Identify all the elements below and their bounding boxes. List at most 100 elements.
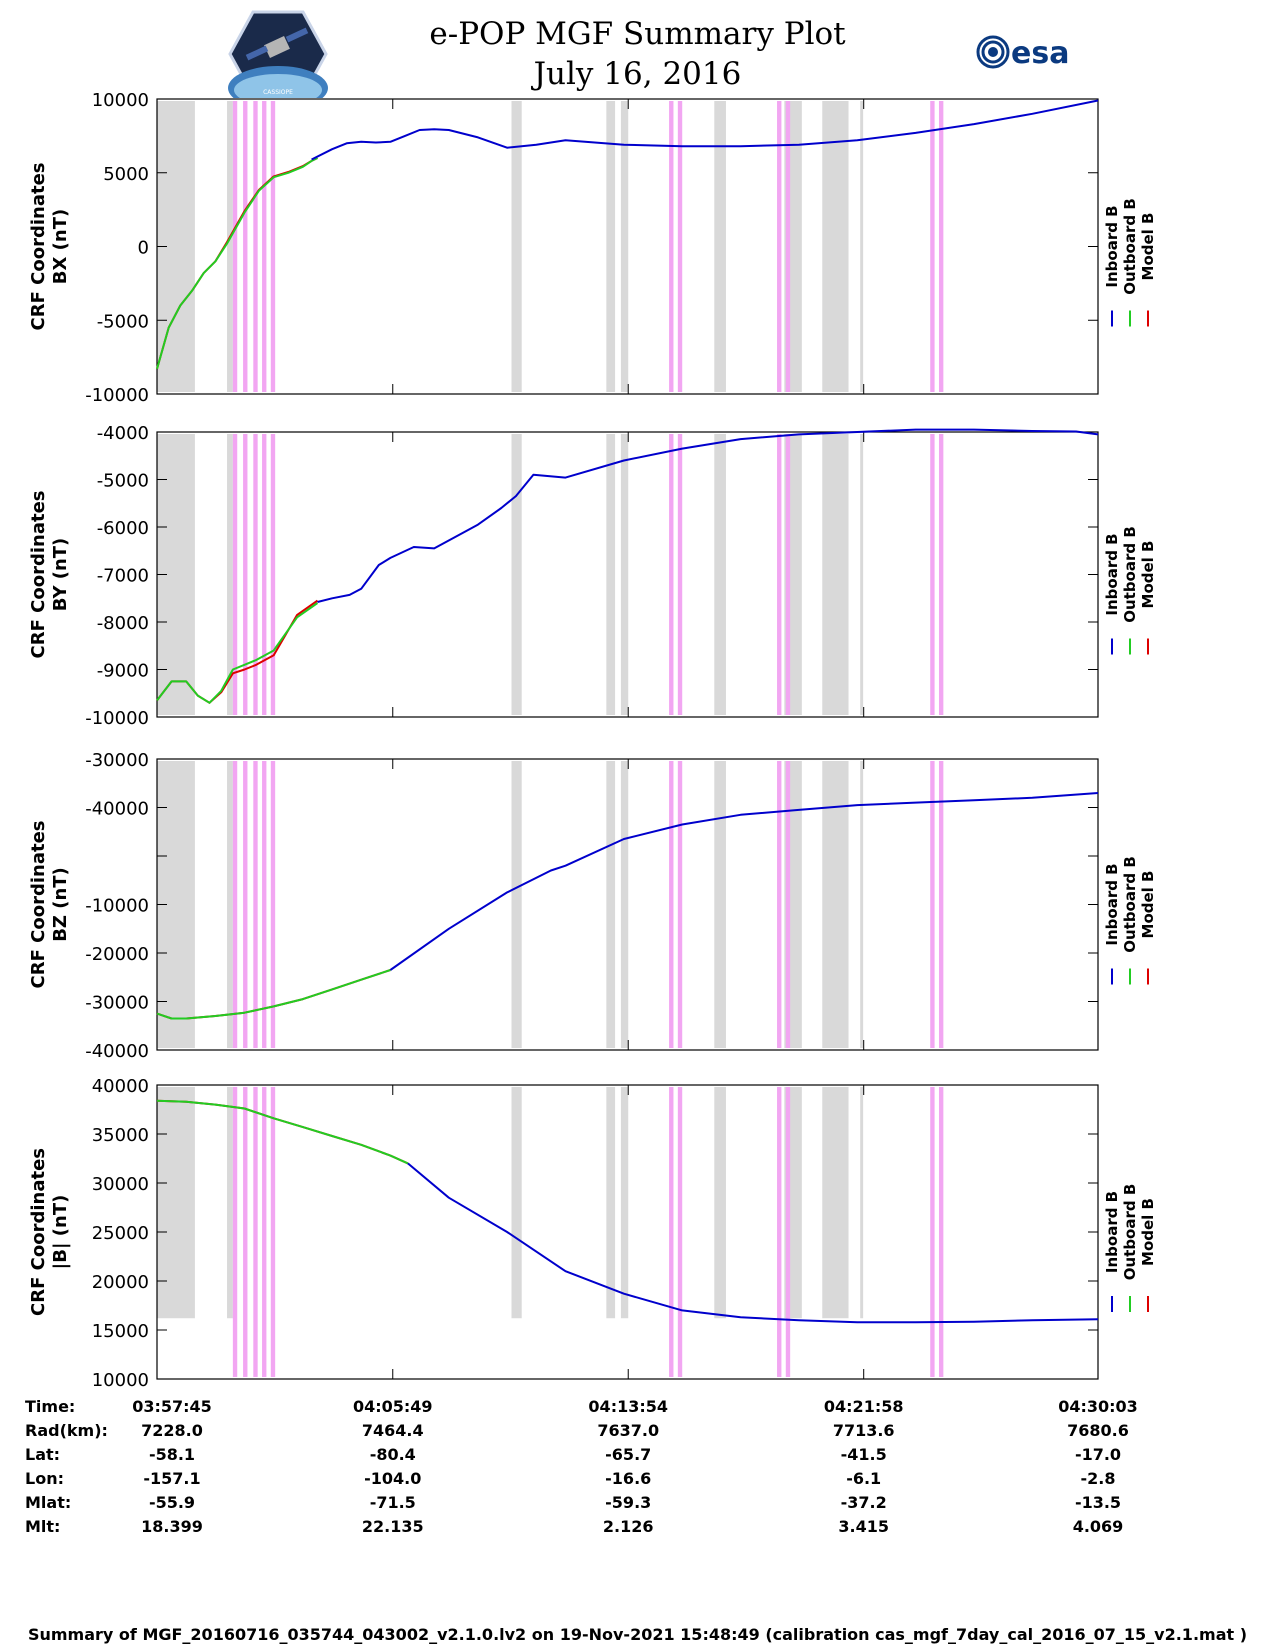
y-tick-label: 40000 [92, 1076, 149, 1097]
y-tick-label: -30000 [85, 750, 149, 771]
magenta-band [669, 1087, 674, 1377]
magenta-band [270, 1087, 276, 1377]
legend-label: Model B [1139, 541, 1157, 609]
gray-band [714, 761, 726, 1048]
y-tick-label: -20000 [85, 944, 149, 965]
y-axis-label-2: BY (nT) [50, 538, 71, 612]
magenta-band [243, 1087, 248, 1377]
panel-absB: 40000 35000 30000 25000 20000 15000 10000 CRF C… [28, 1076, 1157, 1391]
gray-band [822, 101, 849, 392]
patch-text: CASSIOPE [263, 89, 293, 96]
legend-label: Model B [1139, 213, 1157, 281]
y-tick-label: 5000 [103, 164, 149, 185]
y-tick-label: 0 [138, 238, 149, 259]
y-tick-label: 25000 [92, 1223, 149, 1244]
mission-patch-logo: CASSIOPE [228, 10, 328, 98]
magenta-band [262, 101, 267, 392]
magenta-band [677, 1087, 683, 1377]
y-tick-label: 35000 [92, 1125, 149, 1146]
magenta-band [677, 761, 683, 1048]
gray-band [606, 761, 616, 1048]
magenta-band [777, 101, 782, 392]
gray-band [860, 434, 864, 715]
legend-label: Inboard B [1103, 1191, 1121, 1273]
y-tick-label: -5000 [97, 471, 149, 492]
gray-band [511, 434, 522, 715]
magenta-band [262, 761, 267, 1048]
gray-band [511, 1087, 522, 1319]
series-outboard-b [156, 969, 391, 1020]
magenta-band [677, 434, 683, 715]
legend-label: Model B [1139, 1198, 1157, 1266]
gray-band [606, 101, 616, 392]
gray-band [511, 101, 522, 392]
gray-band [620, 1087, 629, 1319]
magenta-band [938, 1087, 944, 1377]
magenta-band [785, 1087, 791, 1377]
y-tick-label: -6000 [97, 518, 149, 539]
legend-label: Inboard B [1103, 533, 1121, 615]
y-tick-label: -10000 [85, 896, 149, 917]
magenta-band [232, 761, 238, 1048]
y-tick-label: -4000 [97, 423, 149, 444]
series-outboard-b [156, 1099, 409, 1165]
magenta-band [785, 101, 791, 392]
gray-band [714, 434, 726, 715]
y-tick-label: -9000 [97, 661, 149, 682]
gray-band [511, 761, 522, 1048]
gray-band [714, 1087, 726, 1319]
magenta-band [232, 1087, 238, 1377]
magenta-band [669, 101, 674, 392]
magenta-band [930, 101, 935, 392]
magenta-band [930, 434, 935, 715]
magenta-band [243, 101, 248, 392]
series-inboard-b [311, 99, 1099, 161]
legend-label: Outboard B [1121, 526, 1139, 623]
magenta-band [938, 761, 944, 1048]
gray-band [227, 1087, 233, 1319]
y-tick-label: -5000 [97, 311, 149, 332]
legend-label: Inboard B [1103, 863, 1121, 945]
legend-label: Outboard B [1121, 856, 1139, 953]
magenta-band [243, 434, 248, 715]
magenta-band [253, 101, 258, 392]
y-tick-label: 15000 [92, 1321, 149, 1342]
gray-band [860, 1087, 864, 1319]
panel-BX: 10000 5000 0 -5000 -10000 CRF Coordinates BX (… [28, 90, 1157, 406]
magenta-band [270, 761, 276, 1048]
magenta-band [777, 1087, 782, 1377]
series-inboard-b [407, 1162, 1099, 1324]
gray-band [227, 101, 233, 392]
series-inboard-b [389, 792, 1099, 971]
plot-title: e-POP MGF Summary Plot [429, 16, 846, 52]
magenta-band [262, 434, 267, 715]
y-tick-label: -8000 [97, 613, 149, 634]
y-axis-label-1: CRF Coordinates [28, 1148, 49, 1316]
y-tick-label: -10000 [85, 385, 149, 406]
gray-band [860, 101, 864, 392]
y-axis-label-2: BZ (nT) [50, 867, 71, 942]
gray-band [620, 101, 629, 392]
y-tick-label: -7000 [97, 566, 149, 587]
title-block: e-POP MGF Summary Plot July 16, 2016 [0, 14, 1275, 94]
y-axis-label-1: CRF Coordinates [28, 163, 49, 331]
y-axis-label-1: CRF Coordinates [28, 491, 49, 659]
series-outboard-b [156, 602, 319, 704]
y-tick-label: 10000 [92, 90, 149, 111]
plot-date: July 16, 2016 [533, 56, 742, 92]
magenta-band [253, 434, 258, 715]
magenta-band [253, 761, 258, 1048]
y-tick-label: -10000 [85, 708, 149, 729]
magenta-band [232, 434, 238, 715]
gray-band [606, 434, 616, 715]
gray-band [227, 434, 233, 715]
magenta-band [270, 434, 276, 715]
legend-label: Model B [1139, 871, 1157, 939]
magenta-band [930, 1087, 935, 1377]
y-axis-label-1: CRF Coordinates [28, 821, 49, 989]
series-outboard-b [156, 157, 318, 370]
gray-band [620, 434, 629, 715]
magenta-band [253, 1087, 258, 1377]
gray-band [714, 101, 726, 392]
